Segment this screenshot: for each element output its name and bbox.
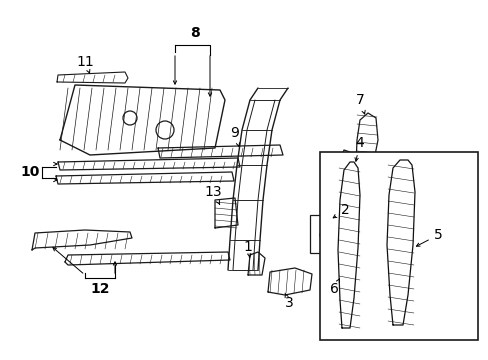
Text: 2: 2	[332, 203, 348, 218]
Text: 12: 12	[90, 282, 109, 296]
Text: 9: 9	[230, 126, 239, 146]
Text: 4: 4	[354, 136, 364, 161]
Text: 7: 7	[355, 93, 365, 114]
Text: 13: 13	[204, 185, 222, 204]
Bar	[319, 152, 477, 340]
Text: 6: 6	[329, 279, 339, 296]
Text: 1: 1	[243, 240, 252, 257]
Bar	[309, 215, 339, 253]
Text: 11: 11	[76, 55, 94, 73]
Text: 8: 8	[190, 26, 200, 40]
Text: 5: 5	[416, 228, 442, 246]
Text: 10: 10	[20, 165, 40, 179]
Text: 3: 3	[284, 293, 293, 310]
